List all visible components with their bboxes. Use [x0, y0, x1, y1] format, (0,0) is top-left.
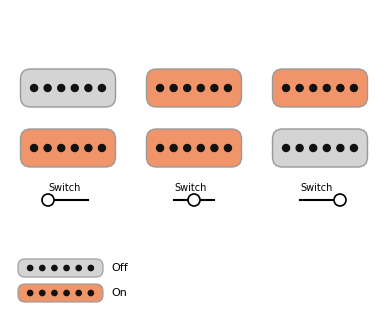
FancyBboxPatch shape — [272, 129, 367, 167]
Text: Off: Off — [111, 263, 128, 273]
Circle shape — [52, 266, 57, 271]
Circle shape — [211, 84, 218, 92]
Circle shape — [40, 290, 45, 296]
Circle shape — [85, 145, 92, 151]
Circle shape — [31, 145, 38, 151]
Circle shape — [334, 194, 346, 206]
Circle shape — [310, 145, 317, 151]
Circle shape — [28, 266, 33, 271]
Circle shape — [99, 145, 106, 151]
Circle shape — [296, 84, 303, 92]
Circle shape — [40, 266, 45, 271]
Text: On: On — [111, 288, 127, 298]
Circle shape — [184, 84, 191, 92]
Circle shape — [44, 84, 51, 92]
Circle shape — [188, 194, 200, 206]
Circle shape — [282, 145, 289, 151]
Circle shape — [337, 145, 344, 151]
Circle shape — [197, 84, 204, 92]
Circle shape — [88, 290, 94, 296]
Circle shape — [350, 84, 357, 92]
Circle shape — [157, 145, 164, 151]
Circle shape — [170, 84, 177, 92]
Circle shape — [197, 145, 204, 151]
Circle shape — [282, 84, 289, 92]
Circle shape — [76, 290, 81, 296]
Circle shape — [71, 84, 78, 92]
Circle shape — [76, 266, 81, 271]
Circle shape — [28, 290, 33, 296]
Circle shape — [184, 145, 191, 151]
Circle shape — [42, 194, 54, 206]
Circle shape — [71, 145, 78, 151]
FancyBboxPatch shape — [147, 69, 241, 107]
Circle shape — [211, 145, 218, 151]
FancyBboxPatch shape — [147, 129, 241, 167]
Circle shape — [224, 84, 231, 92]
Circle shape — [58, 145, 65, 151]
FancyBboxPatch shape — [21, 129, 116, 167]
Circle shape — [99, 84, 106, 92]
Circle shape — [44, 145, 51, 151]
FancyBboxPatch shape — [272, 69, 367, 107]
Circle shape — [224, 145, 231, 151]
Circle shape — [85, 84, 92, 92]
Circle shape — [323, 145, 330, 151]
FancyBboxPatch shape — [18, 259, 103, 277]
Circle shape — [88, 266, 94, 271]
Circle shape — [310, 84, 317, 92]
Circle shape — [350, 145, 357, 151]
FancyBboxPatch shape — [21, 69, 116, 107]
Circle shape — [323, 84, 330, 92]
Text: Switch: Switch — [300, 183, 333, 193]
Text: Switch: Switch — [48, 183, 80, 193]
Text: Switch: Switch — [174, 183, 206, 193]
Circle shape — [52, 290, 57, 296]
Circle shape — [157, 84, 164, 92]
Circle shape — [64, 266, 69, 271]
Circle shape — [31, 84, 38, 92]
Circle shape — [170, 145, 177, 151]
Circle shape — [64, 290, 69, 296]
Circle shape — [296, 145, 303, 151]
Circle shape — [58, 84, 65, 92]
Circle shape — [337, 84, 344, 92]
FancyBboxPatch shape — [18, 284, 103, 302]
